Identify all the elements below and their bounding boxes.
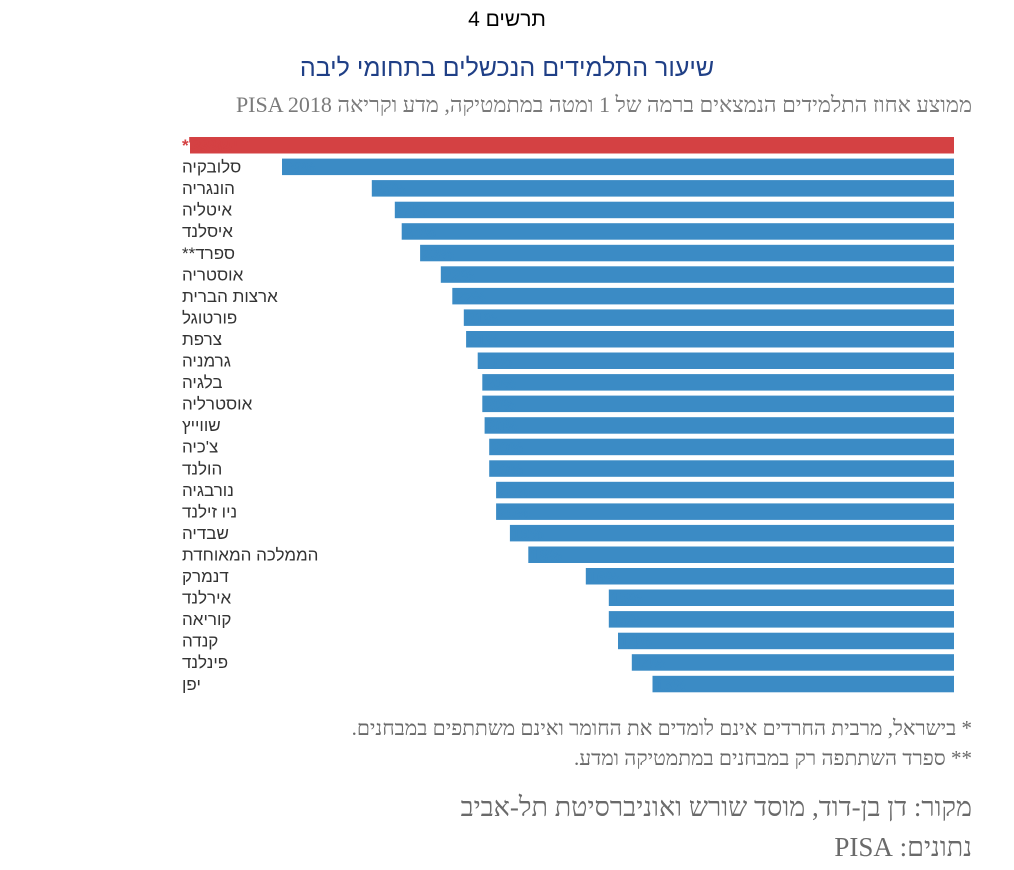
bar-13 (484, 417, 954, 434)
bar-5 (420, 244, 955, 262)
category-label: ספרד** (182, 244, 235, 263)
footnote-israel: * בישראל, מרבית החרדים אינם לומדים את הח… (351, 716, 972, 740)
value-label: 20% (498, 505, 530, 522)
value-label: 23% (422, 246, 454, 263)
value-label: 24% (404, 225, 436, 242)
value-label: 21% (466, 311, 498, 328)
value-label: 29% (284, 160, 316, 177)
category-label: קוריאה (182, 610, 231, 629)
bar-23 (618, 632, 954, 650)
bar-24 (631, 654, 954, 671)
bar-6 (440, 266, 954, 283)
value-label: 20% (484, 397, 516, 414)
category-label: צרפת (182, 330, 222, 349)
category-label: אירלנד (182, 589, 232, 608)
bar-9 (466, 331, 954, 348)
category-label: שבדיה (182, 524, 229, 543)
category-label: הממלכה המאוחדת (182, 546, 318, 565)
category-label: אוסטריה (182, 265, 244, 284)
bar-4 (401, 223, 954, 240)
value-label: 20% (491, 440, 523, 457)
bar-chart: ישראל*33% סלובקיה 29% הונגריה 25% איטליה 24% אי… (182, 136, 955, 694)
bar-11 (482, 374, 954, 391)
figure-label: תרשים 4 (468, 8, 546, 31)
category-label: ישראל* (182, 136, 238, 155)
category-label: צ'כיה (182, 438, 218, 457)
category-label: יפן (182, 675, 201, 694)
bar-17 (496, 503, 954, 520)
footnote-spain: ** ספרד השתתפה רק במבחנים במתמטיקה ומדע. (573, 746, 972, 770)
value-label: 16% (588, 570, 620, 587)
value-label: 20% (480, 354, 512, 371)
value-label: 24% (397, 203, 429, 220)
bar-25 (652, 675, 954, 693)
value-label: 25% (374, 182, 406, 199)
category-label: דנמרק (182, 567, 229, 586)
bar-14 (489, 438, 954, 456)
value-label: 15% (611, 591, 643, 608)
category-label: הונגריה (182, 179, 235, 198)
bar-22 (608, 611, 954, 628)
category-label: ארצות הברית (182, 287, 278, 306)
value-label: 20% (487, 419, 519, 436)
value-label: 20% (484, 376, 516, 393)
category-label: נורבגיה (182, 481, 234, 500)
chart-title: שיעור התלמידים הנכשלים בתחומי ליבה (299, 54, 715, 82)
value-label: 20% (491, 462, 523, 479)
value-label: 15% (611, 613, 643, 630)
bar-20 (585, 568, 954, 585)
chart-subtitle: ממוצע אחוז התלמידים הנמצאים ברמה של 1 ומ… (235, 92, 972, 117)
bar-7 (452, 287, 954, 305)
value-label: 33% (192, 139, 224, 156)
category-label: קנדה (182, 632, 218, 651)
value-label: 18% (530, 548, 562, 565)
category-label: הולנד (182, 459, 222, 478)
bar-12 (482, 395, 954, 413)
value-label: 22% (443, 268, 475, 285)
category-label: שווייץ (182, 416, 221, 435)
category-label: גרמניה (182, 352, 231, 371)
bar-16 (496, 481, 954, 499)
value-label: 22% (454, 289, 486, 306)
bar-21 (608, 589, 954, 606)
bar-0 (190, 137, 954, 154)
data-credit: נתונים: PISA (834, 832, 972, 862)
category-label: בלגיה (182, 373, 223, 392)
category-label: פינלנד (182, 653, 228, 672)
category-label: איסלנד (182, 222, 233, 241)
value-label: 14% (634, 656, 666, 673)
bar-18 (509, 524, 954, 542)
bar-15 (489, 460, 954, 477)
bar-10 (477, 352, 954, 369)
bar-2 (371, 180, 954, 197)
category-label: פורטוגל (182, 308, 237, 327)
category-label: אוסטרליה (182, 395, 253, 414)
source-credit: מקור: דן בן-דוד, מוסד שורש ואוניברסיטת ת… (460, 792, 972, 822)
value-label: 19% (512, 526, 544, 543)
category-label: איטליה (182, 201, 232, 220)
category-label: סלובקיה (182, 158, 241, 177)
value-label: 13% (655, 677, 687, 694)
bar-1 (282, 158, 954, 176)
value-label: 21% (468, 333, 500, 350)
category-label: ניו זילנד (182, 502, 237, 521)
bar-19 (528, 546, 954, 563)
value-label: 14% (620, 634, 652, 651)
bar-3 (394, 201, 954, 219)
bar-8 (463, 309, 954, 326)
value-label: 20% (498, 483, 530, 500)
